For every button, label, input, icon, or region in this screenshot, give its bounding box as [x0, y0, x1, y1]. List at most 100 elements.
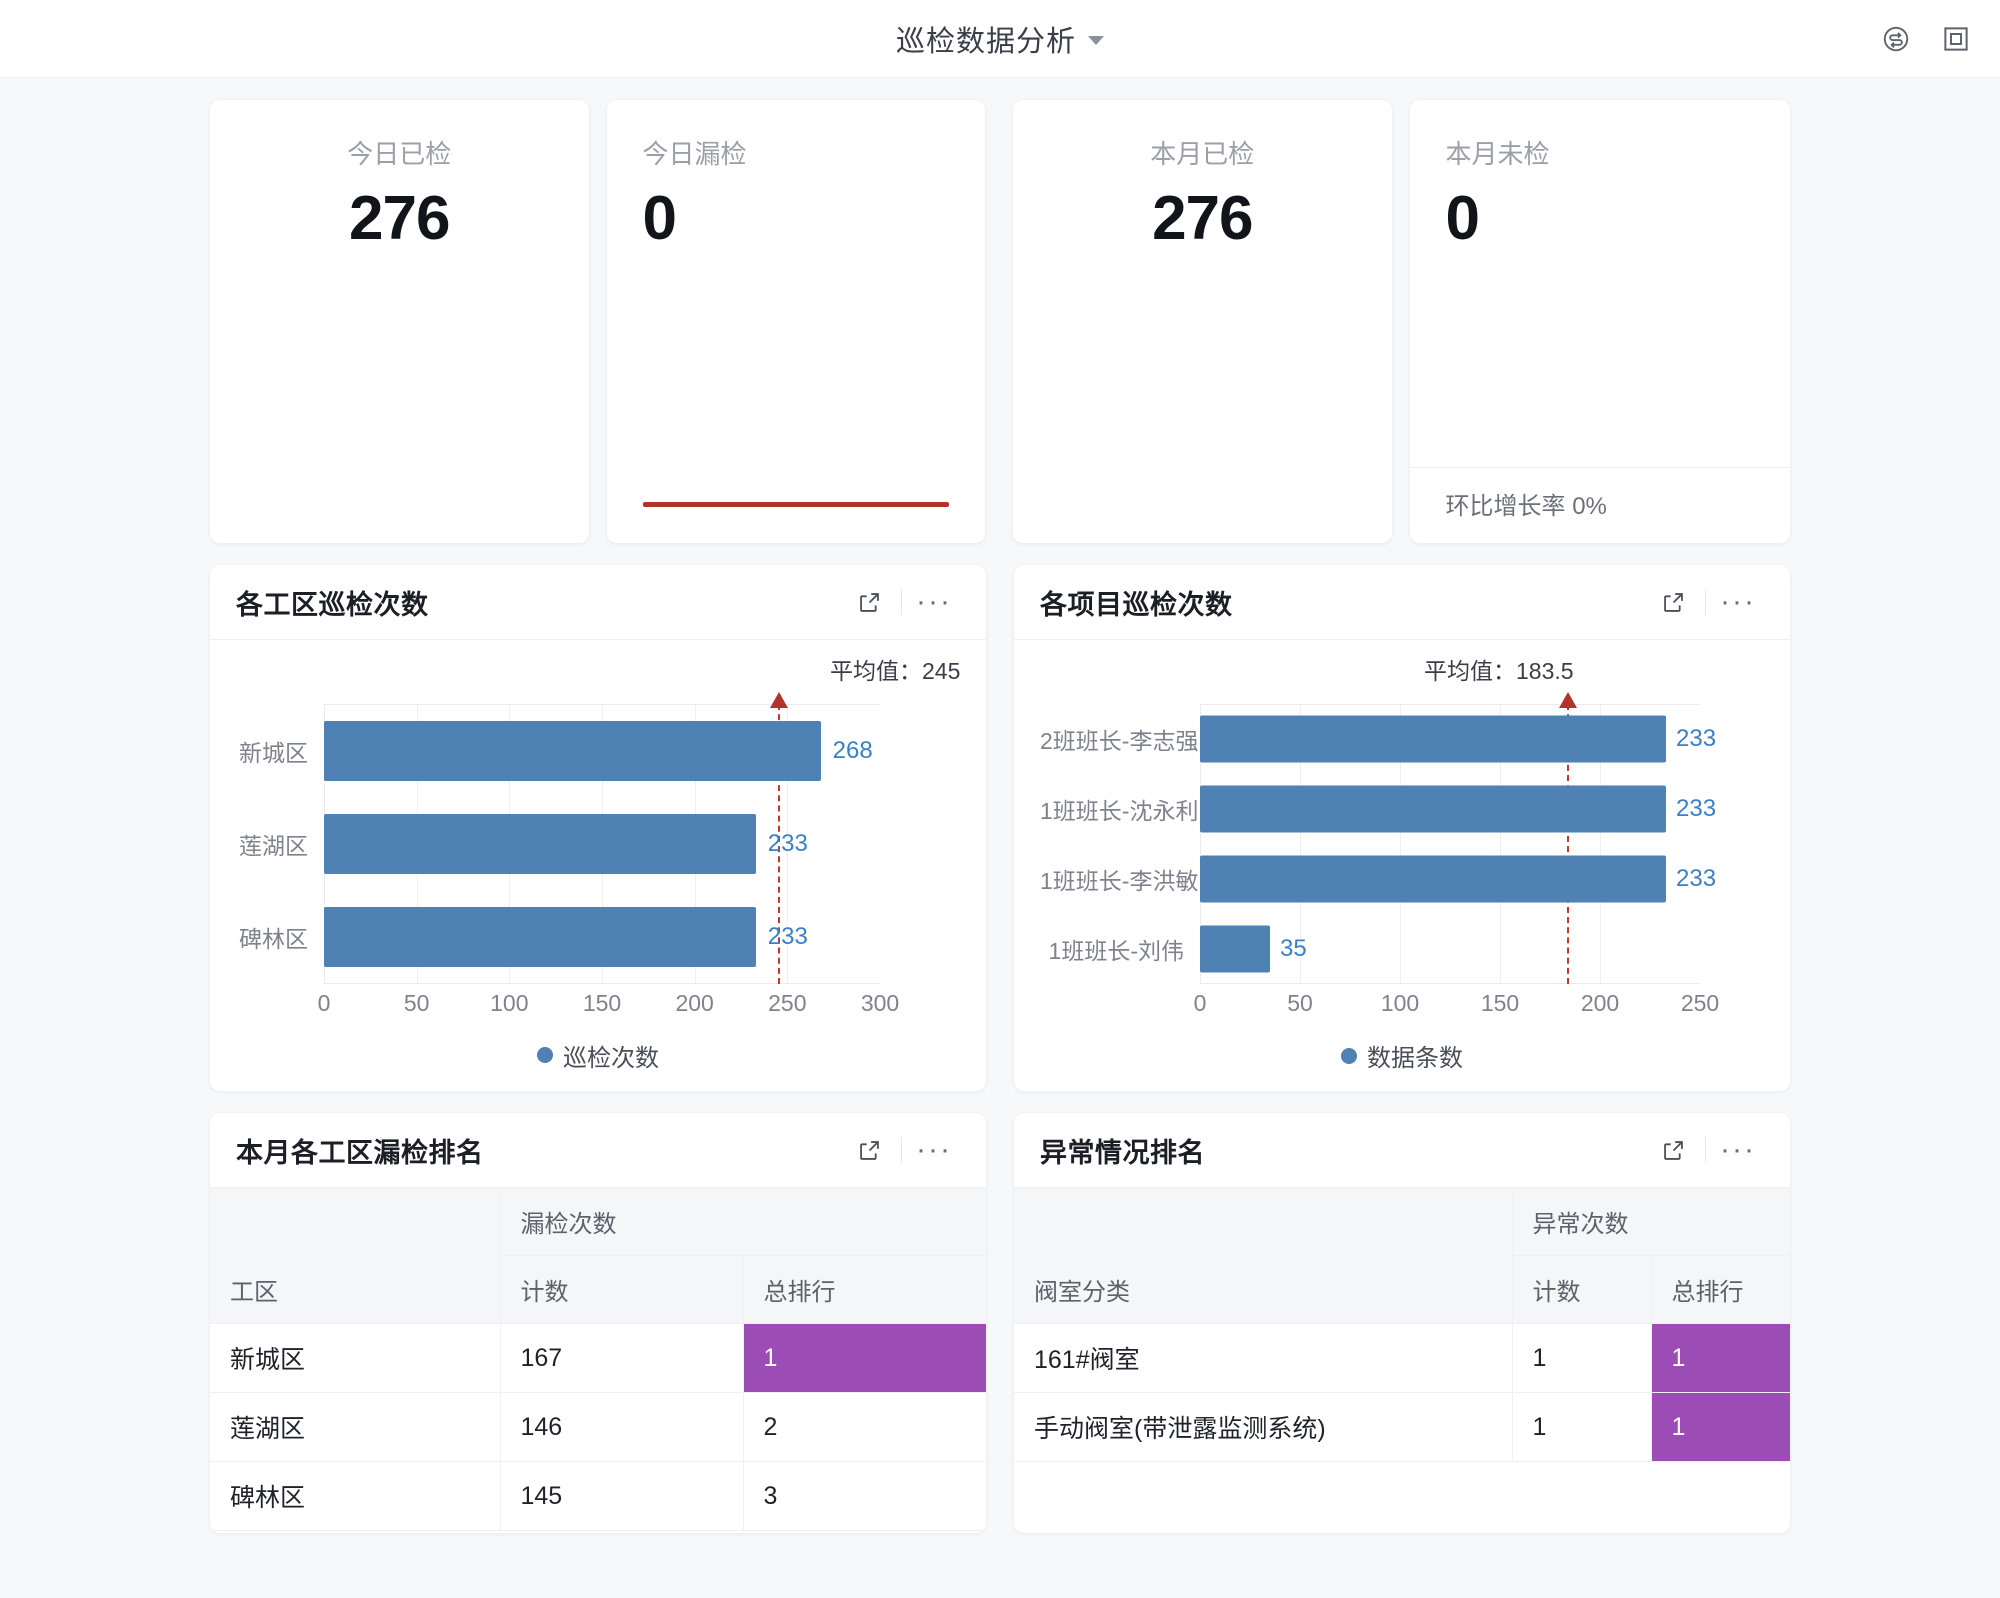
- panel-table-anomaly-ranking: 异常情况排名 ··· 阀室分类 异常次数: [1014, 1113, 1790, 1533]
- bar-row[interactable]: 1班班长-沈永利 233: [1040, 774, 1764, 844]
- chart-row: 各工区巡检次数 ··· 平均值：245: [210, 565, 1790, 1091]
- divider: [1705, 1137, 1706, 1163]
- average-line: [778, 704, 781, 984]
- bar-row[interactable]: 1班班长-刘伟 35: [1040, 914, 1764, 984]
- more-horizontal-icon[interactable]: ···: [1720, 1133, 1756, 1166]
- bar-row[interactable]: 1班班长-李洪敏 233: [1040, 844, 1764, 914]
- kpi-card-month-uninspected[interactable]: 本月未检 0 环比增长率 0%: [1409, 100, 1790, 543]
- bar[interactable]: [1200, 785, 1666, 833]
- kpi-card-month-inspected[interactable]: 本月已检 276: [1013, 100, 1392, 543]
- kpi-value: 0: [1445, 183, 1480, 253]
- external-link-icon[interactable]: [1651, 580, 1695, 624]
- external-link-icon[interactable]: [847, 1128, 891, 1172]
- x-axis: 0 50 100 150 200 250: [1194, 984, 1720, 1024]
- page-title-dropdown[interactable]: 巡检数据分析: [896, 18, 1104, 60]
- cell-rank: 2: [743, 1392, 986, 1462]
- x-tick: 0: [317, 989, 331, 1016]
- kpi-value: 276: [1152, 183, 1253, 253]
- chart-right: 平均值：183.5: [1014, 640, 1790, 1091]
- table-header-group-row: 阀室分类 异常次数: [1014, 1188, 1790, 1324]
- external-link-icon[interactable]: [847, 580, 891, 624]
- fullscreen-icon[interactable]: [1934, 17, 1978, 61]
- cell-rank: 3: [743, 1461, 986, 1531]
- table-header-rank[interactable]: 总排行: [1651, 1255, 1790, 1324]
- table-row[interactable]: 碑林区 145 3: [210, 1461, 986, 1531]
- average-arrow: [770, 692, 789, 708]
- x-tick: 300: [860, 989, 900, 1016]
- table-row[interactable]: 161#阀室 1 1: [1014, 1323, 1790, 1393]
- table-header-group: 漏检次数: [500, 1188, 986, 1256]
- bar[interactable]: [324, 907, 756, 968]
- average-arrow: [1559, 692, 1577, 708]
- top-bar: 巡检数据分析: [0, 0, 2000, 78]
- table-header-rank[interactable]: 总排行: [743, 1255, 986, 1324]
- table-row[interactable]: 新城区 167 1: [210, 1323, 986, 1393]
- cell-count: 167: [500, 1323, 744, 1393]
- bar-row[interactable]: 新城区 268: [236, 704, 960, 797]
- table-header-valve-type[interactable]: 阀室分类: [1014, 1188, 1513, 1324]
- bar-value-label: 35: [1280, 935, 1307, 962]
- cell-count: 145: [500, 1461, 744, 1531]
- top-bar-actions: [1874, 17, 1978, 61]
- bar[interactable]: [324, 720, 821, 781]
- panel-title: 异常情况排名: [1040, 1137, 1205, 1168]
- x-tick: 150: [1480, 990, 1520, 1016]
- bar-row[interactable]: 莲湖区 233: [236, 797, 960, 890]
- kpi-label: 本月已检: [1150, 139, 1255, 169]
- chart-left: 平均值：245: [210, 640, 986, 1091]
- panel-title: 各工区巡检次数: [236, 589, 429, 620]
- legend-label[interactable]: 巡检次数: [563, 1044, 659, 1072]
- cell-region: 莲湖区: [210, 1392, 501, 1462]
- bar-category-label: 1班班长-李洪敏: [1040, 868, 1199, 894]
- more-horizontal-icon[interactable]: ···: [916, 1133, 952, 1166]
- bar[interactable]: [1200, 925, 1270, 973]
- cell-count: 146: [500, 1392, 744, 1462]
- bar-category-label: 新城区: [239, 739, 308, 766]
- kpi-sparkline: [642, 502, 950, 507]
- average-line: [1567, 704, 1569, 984]
- kpi-card-today-inspected[interactable]: 今日已检 276: [210, 100, 589, 543]
- panel-title: 本月各工区漏检排名: [236, 1137, 484, 1168]
- cell-region: 碑林区: [210, 1461, 501, 1531]
- table-row-section: 本月各工区漏检排名 ··· 工区 漏检次数: [210, 1113, 1790, 1533]
- bar-category-label: 1班班长-刘伟: [1048, 938, 1184, 964]
- bar[interactable]: [324, 813, 756, 874]
- panel-title: 各项目巡检次数: [1040, 589, 1233, 620]
- missed-ranking-table: 工区 漏检次数 计数 总排行 新城区 167 1 莲湖区: [210, 1188, 986, 1531]
- table-header-region[interactable]: 工区: [210, 1188, 501, 1324]
- bar-category-label: 碑林区: [239, 926, 308, 953]
- external-link-icon[interactable]: [1651, 1128, 1695, 1172]
- kpi-label: 今日已检: [347, 139, 452, 169]
- legend-label[interactable]: 数据条数: [1367, 1045, 1463, 1072]
- table-row[interactable]: 莲湖区 146 2: [210, 1392, 986, 1462]
- chevron-down-icon[interactable]: [1088, 36, 1104, 45]
- refresh-swap-icon[interactable]: [1874, 17, 1918, 61]
- legend-marker-icon: [1341, 1047, 1357, 1064]
- x-tick: 100: [490, 989, 529, 1016]
- x-tick: 150: [582, 989, 622, 1016]
- table-header-group-row: 工区 漏检次数: [210, 1188, 986, 1324]
- cell-valve-type: 手动阀室(带泄露监测系统): [1014, 1392, 1513, 1462]
- kpi-card-today-missed[interactable]: 今日漏检 0: [606, 100, 986, 543]
- plot-gridlines: [1200, 704, 1700, 984]
- page-title: 巡检数据分析: [895, 25, 1076, 58]
- more-horizontal-icon[interactable]: ···: [1720, 585, 1756, 618]
- panel-header: 异常情况排名 ···: [1014, 1113, 1790, 1188]
- bar-row[interactable]: 碑林区 233: [236, 891, 960, 984]
- bar-value-label: 268: [832, 736, 873, 764]
- more-horizontal-icon[interactable]: ···: [916, 585, 952, 618]
- x-tick: 50: [403, 989, 430, 1016]
- table-header-count[interactable]: 计数: [1512, 1255, 1652, 1324]
- table-header-count[interactable]: 计数: [500, 1255, 744, 1324]
- bar[interactable]: [1200, 855, 1666, 903]
- kpi-value: 0: [642, 183, 677, 253]
- bar-value-label: 233: [1676, 795, 1717, 822]
- table-row[interactable]: 手动阀室(带泄露监测系统) 1 1: [1014, 1392, 1790, 1462]
- chart-legend: 巡检次数: [236, 1038, 960, 1073]
- divider: [1705, 589, 1706, 615]
- bar-category-label: 2班班长-李志强: [1040, 728, 1199, 754]
- x-tick: 250: [768, 989, 807, 1016]
- x-tick: 100: [1380, 990, 1420, 1016]
- bar[interactable]: [1200, 715, 1666, 763]
- bar-row[interactable]: 2班班长-李志强 233: [1040, 704, 1764, 774]
